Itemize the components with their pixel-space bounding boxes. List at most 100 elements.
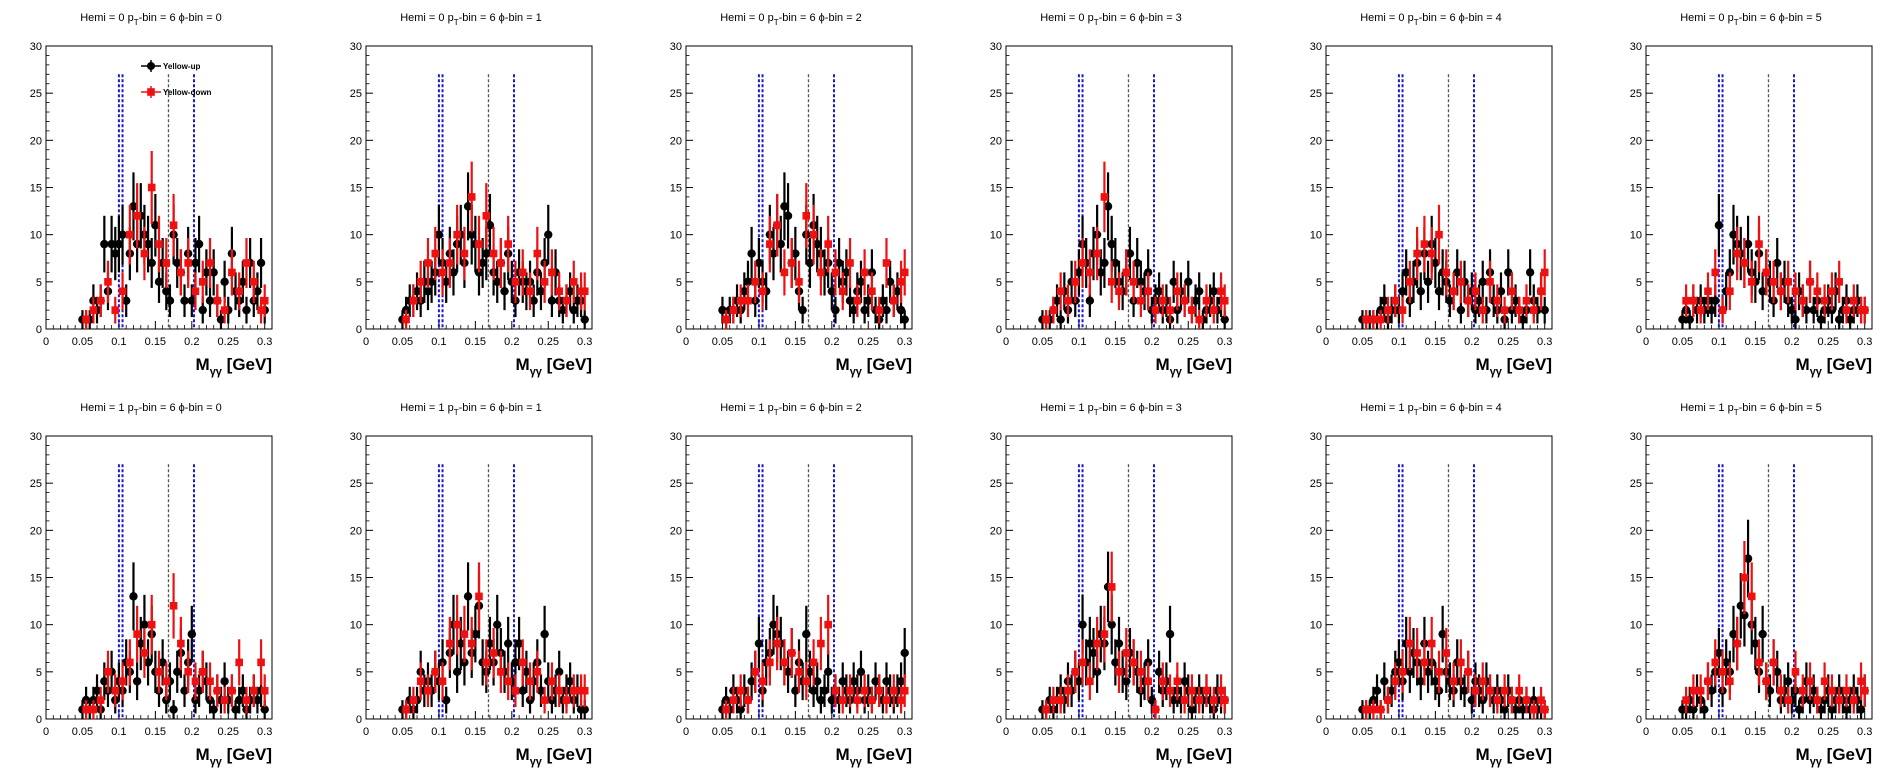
data-point [558, 305, 568, 315]
data-point [424, 686, 432, 695]
data-point [1500, 705, 1509, 714]
y-tick-label: 10 [670, 230, 682, 242]
x-tick-label: 0.2 [1144, 336, 1159, 348]
legend-label: Yellow-down [163, 88, 212, 97]
data-point [787, 649, 796, 657]
data-point [1180, 677, 1189, 686]
data-point [431, 249, 440, 258]
y-tick-label: 30 [1630, 431, 1642, 443]
data-point [580, 287, 589, 296]
data-point [202, 268, 211, 277]
data-point [1453, 268, 1462, 277]
data-point [504, 677, 512, 686]
x-tick-label: 0.1 [111, 336, 126, 348]
x-tick-label: 0.15 [145, 726, 166, 738]
x-tick-label: 0.25 [1818, 336, 1839, 348]
panel-title-pre: Hemi = 0 p [1360, 12, 1414, 24]
data-point [460, 249, 469, 258]
y-tick-label: 20 [350, 525, 362, 537]
data-point [1860, 686, 1869, 695]
data-point [795, 668, 803, 676]
data-point [147, 258, 156, 268]
data-point [140, 649, 149, 657]
data-point [1209, 696, 1218, 704]
y-tick-label: 30 [670, 431, 682, 443]
x-tick-label: 0.25 [858, 726, 879, 738]
data-point [155, 668, 163, 676]
data-point [1391, 296, 1400, 305]
data-point [897, 278, 905, 286]
data-point [791, 686, 800, 695]
data-point [485, 639, 495, 648]
data-point [1813, 287, 1822, 296]
x-tick-label: 0.15 [465, 726, 486, 738]
data-point [1093, 249, 1101, 258]
data-point [1107, 620, 1116, 629]
data-point [1806, 278, 1814, 286]
data-point [126, 658, 134, 667]
data-point [900, 315, 909, 324]
data-point [1049, 696, 1058, 704]
data-point [1529, 705, 1538, 714]
data-point [1856, 705, 1866, 714]
x-axis-label-main: M [836, 355, 850, 374]
data-point [169, 221, 178, 230]
panel-title-sub: T [1414, 408, 1419, 417]
panel-title-pre: Hemi = 1 p [1360, 402, 1414, 414]
data-point [1784, 696, 1792, 704]
data-point [868, 696, 876, 704]
data-point [896, 677, 906, 686]
data-point [129, 202, 138, 211]
data-point [1711, 296, 1720, 305]
data-point [206, 677, 214, 686]
data-point [769, 620, 778, 629]
data-point [260, 705, 269, 714]
x-axis-label-sub: γγ [530, 756, 543, 768]
series-yellow-down [1362, 616, 1549, 719]
data-point [1493, 696, 1502, 704]
data-point [177, 268, 185, 277]
data-point [1762, 677, 1771, 686]
data-point [100, 239, 109, 249]
x-tick-label: 0.2 [824, 336, 839, 348]
data-point [213, 296, 222, 305]
x-axis-label-sub: γγ [1490, 366, 1503, 378]
data-point [409, 696, 418, 704]
x-tick-label: 0.2 [1464, 726, 1479, 738]
data-point [1704, 677, 1712, 686]
data-point [802, 677, 811, 686]
data-point [1107, 278, 1116, 286]
data-point [1137, 668, 1145, 676]
y-tick-label: 25 [670, 478, 682, 490]
x-axis-label-sub: γγ [530, 366, 543, 378]
data-point [1743, 554, 1753, 563]
data-point [1725, 268, 1735, 277]
data-point [1064, 686, 1072, 695]
y-tick-label: 15 [990, 573, 1002, 585]
data-point [438, 268, 447, 277]
data-point [885, 277, 895, 287]
y-tick-label: 15 [1630, 183, 1642, 195]
y-tick-label: 15 [1630, 573, 1642, 585]
y-tick-label: 5 [356, 667, 362, 679]
data-point [795, 278, 803, 286]
y-tick-label: 0 [1316, 714, 1322, 726]
data-point [121, 296, 131, 305]
y-tick-label: 0 [36, 324, 42, 336]
data-point [412, 287, 422, 296]
series-yellow-down [722, 183, 909, 329]
x-axis-label-unit: [GeV] [1502, 745, 1552, 764]
data-point [1784, 278, 1792, 286]
data-point [842, 268, 851, 277]
data-point [580, 315, 589, 324]
data-point [569, 686, 578, 695]
data-point [878, 296, 888, 305]
x-tick-label: 0.15 [1105, 726, 1126, 738]
data-point [463, 202, 473, 211]
data-point [1420, 240, 1429, 248]
data-point [1449, 677, 1458, 686]
data-point [1100, 258, 1109, 268]
x-tick-label: 0.05 [1672, 726, 1693, 738]
data-point [1194, 287, 1204, 296]
data-point [1220, 315, 1229, 324]
